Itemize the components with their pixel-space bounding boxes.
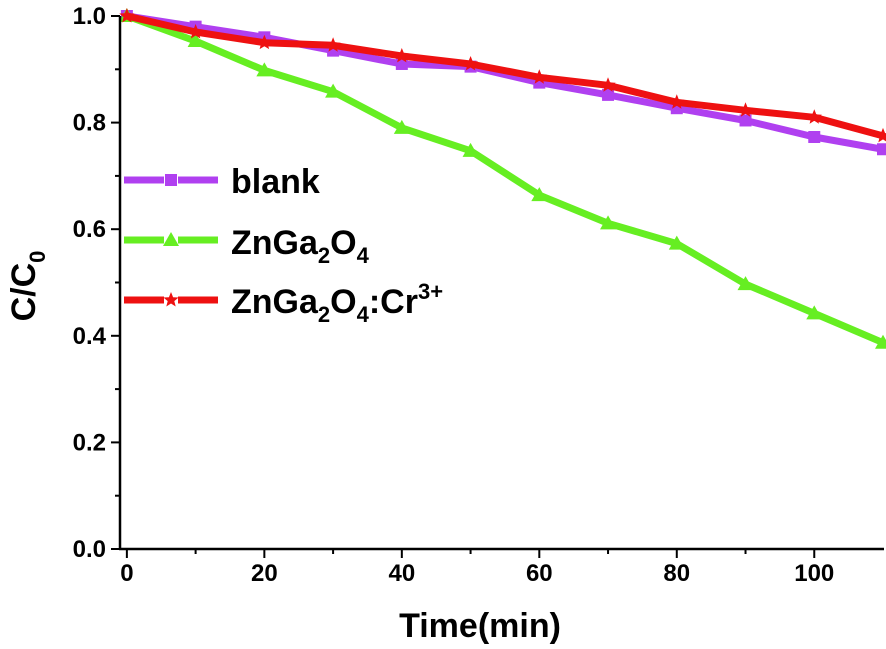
y-axis-title-subscript: 0 bbox=[25, 251, 50, 263]
x-axis-title: Time(min) bbox=[399, 607, 561, 645]
legend-zngao-part1: ZnGa bbox=[231, 224, 319, 262]
x-tick-label: 80 bbox=[663, 560, 690, 587]
y-tick-label: 0.6 bbox=[73, 216, 106, 243]
data-point-zga bbox=[875, 334, 886, 349]
data-point-zga bbox=[806, 305, 823, 320]
legend-zngaocr-part3: :Cr bbox=[369, 283, 418, 321]
legend-marker-zngao-cr bbox=[163, 292, 179, 307]
legend-zngao-sub1: 2 bbox=[318, 243, 330, 268]
data-point-zga bbox=[531, 187, 548, 202]
series-layer bbox=[118, 8, 886, 349]
data-point-zgacr bbox=[531, 69, 547, 84]
y-tick-label: 0.0 bbox=[73, 536, 106, 563]
y-tick-labels: 0.0 0.2 0.4 0.6 0.8 1.0 bbox=[73, 3, 107, 563]
legend: blank ZnGa2O4 ZnGa2O4:Cr3+ bbox=[124, 163, 443, 327]
data-point-blank bbox=[739, 114, 752, 127]
data-point-zgacr bbox=[669, 94, 685, 109]
legend-zngaocr-part2: O bbox=[330, 283, 356, 321]
data-point-zga bbox=[187, 33, 204, 48]
data-point-blank bbox=[602, 88, 615, 101]
y-tick-label: 0.2 bbox=[73, 429, 106, 456]
y-axis-title-main: C/C bbox=[5, 263, 43, 322]
data-point-zga bbox=[256, 62, 273, 77]
data-point-zga bbox=[393, 119, 410, 134]
data-point-zgacr bbox=[875, 127, 886, 143]
data-point-zgacr bbox=[256, 34, 272, 50]
series-line-blank bbox=[123, 12, 886, 153]
y-axis-title: C/C0 bbox=[5, 251, 50, 322]
x-tick-labels: 0 20 40 60 80 100 bbox=[120, 560, 834, 587]
series-zga bbox=[118, 8, 886, 349]
legend-zngaocr-sup: 3+ bbox=[418, 279, 443, 304]
x-tick-label: 100 bbox=[794, 560, 834, 587]
legend-zngao-sub2: 4 bbox=[357, 243, 370, 268]
legend-marker-zgacr-shape bbox=[163, 292, 179, 307]
legend-zngaocr-part1: ZnGa bbox=[231, 283, 319, 321]
data-point-zgacr bbox=[394, 48, 410, 63]
legend-label-blank: blank bbox=[231, 163, 320, 201]
y-tick-label: 0.4 bbox=[73, 323, 107, 350]
series-zgacr bbox=[119, 8, 886, 143]
data-point-zgacr bbox=[188, 24, 204, 39]
x-tick-label: 0 bbox=[120, 560, 133, 587]
series-line-zga bbox=[123, 12, 886, 347]
legend-marker-blank-shape bbox=[165, 174, 177, 186]
legend-zngaocr-sub2: 4 bbox=[357, 302, 370, 327]
legend-marker-zngao bbox=[163, 232, 179, 246]
series-line-zgacr bbox=[123, 12, 886, 140]
legend-marker-zga-shape bbox=[163, 232, 179, 246]
data-point-zga bbox=[737, 276, 754, 291]
legend-zngaocr-sub1: 2 bbox=[318, 302, 330, 327]
data-point-zga bbox=[600, 215, 617, 230]
y-tick-label: 1.0 bbox=[73, 3, 106, 30]
data-point-zgacr bbox=[325, 37, 341, 52]
data-point-zga bbox=[668, 235, 685, 250]
data-point-blank bbox=[808, 130, 821, 143]
data-point-zgacr bbox=[600, 77, 616, 92]
x-tick-label: 60 bbox=[526, 560, 553, 587]
x-tick-label: 20 bbox=[251, 560, 278, 587]
data-point-zgacr bbox=[119, 8, 135, 23]
legend-zngao-part2: O bbox=[330, 224, 356, 262]
data-point-zga bbox=[325, 83, 342, 98]
legend-item-zngao-cr: ZnGa2O4:Cr3+ bbox=[124, 279, 443, 327]
axis-ticks bbox=[111, 15, 816, 558]
x-tick-label: 40 bbox=[388, 560, 415, 587]
y-tick-label: 0.8 bbox=[73, 110, 106, 137]
data-point-zga bbox=[462, 142, 479, 157]
legend-marker-blank bbox=[165, 174, 177, 186]
data-point-zgacr bbox=[463, 56, 479, 71]
legend-label-zngao: ZnGa2O4 bbox=[231, 224, 370, 268]
legend-item-zngao: ZnGa2O4 bbox=[124, 224, 370, 268]
series-blank bbox=[120, 10, 886, 156]
legend-item-blank: blank bbox=[124, 163, 320, 201]
data-point-zgacr bbox=[806, 109, 822, 124]
data-point-blank bbox=[877, 143, 886, 156]
data-point-zgacr bbox=[737, 102, 754, 117]
legend-label-zngao-cr: ZnGa2O4:Cr3+ bbox=[231, 279, 443, 327]
